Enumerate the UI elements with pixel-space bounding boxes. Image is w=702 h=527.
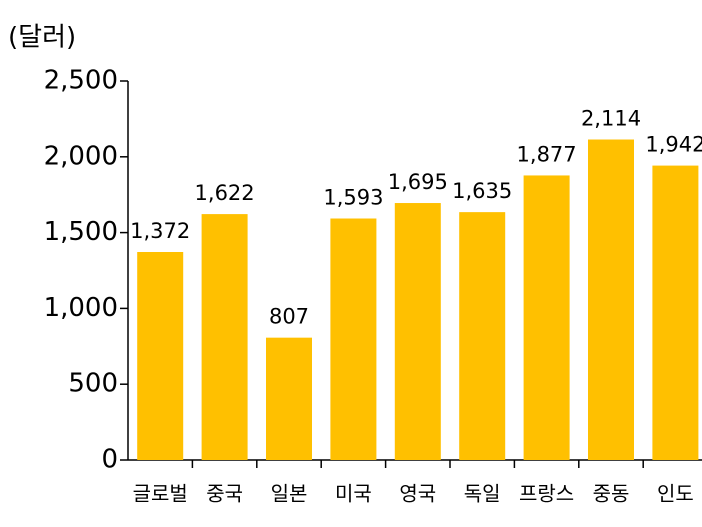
x-tick-label: 미국 xyxy=(335,482,372,506)
bar xyxy=(394,203,441,460)
bar xyxy=(137,252,184,460)
y-tick-label: 1,500 xyxy=(44,217,118,247)
y-tick-label: 2,500 xyxy=(44,66,118,96)
value-label: 1,593 xyxy=(323,186,383,210)
bar xyxy=(266,337,312,460)
bar xyxy=(652,165,699,460)
y-tick-label: 500 xyxy=(68,369,118,399)
value-label: 1,877 xyxy=(517,142,577,166)
value-label: 1,372 xyxy=(130,219,190,243)
bar xyxy=(330,218,377,460)
x-tick-label: 중국 xyxy=(206,482,243,506)
x-tick-label: 프랑스 xyxy=(519,482,574,506)
x-tick-label: 글로벌 xyxy=(133,482,188,506)
value-label: 807 xyxy=(269,305,309,329)
bar xyxy=(523,175,570,461)
value-label: 1,622 xyxy=(195,181,255,205)
x-tick-label: 독일 xyxy=(464,482,501,506)
y-tick-label: 2,000 xyxy=(44,141,118,171)
x-tick-label: 영국 xyxy=(399,482,436,506)
bar xyxy=(201,214,248,460)
x-tick-label: 일본 xyxy=(271,482,308,506)
value-label: 1,942 xyxy=(645,133,702,157)
y-axis-label: (달러) xyxy=(8,23,76,53)
value-label: 1,635 xyxy=(452,179,512,203)
value-label: 2,114 xyxy=(581,107,641,131)
y-tick-label: 0 xyxy=(101,445,118,475)
x-tick-label: 중동 xyxy=(593,482,630,506)
y-tick-label: 1,000 xyxy=(44,293,118,323)
x-tick-label: 인도 xyxy=(657,482,694,506)
value-label: 1,695 xyxy=(388,170,448,194)
bar xyxy=(588,139,634,461)
bar xyxy=(459,212,506,460)
